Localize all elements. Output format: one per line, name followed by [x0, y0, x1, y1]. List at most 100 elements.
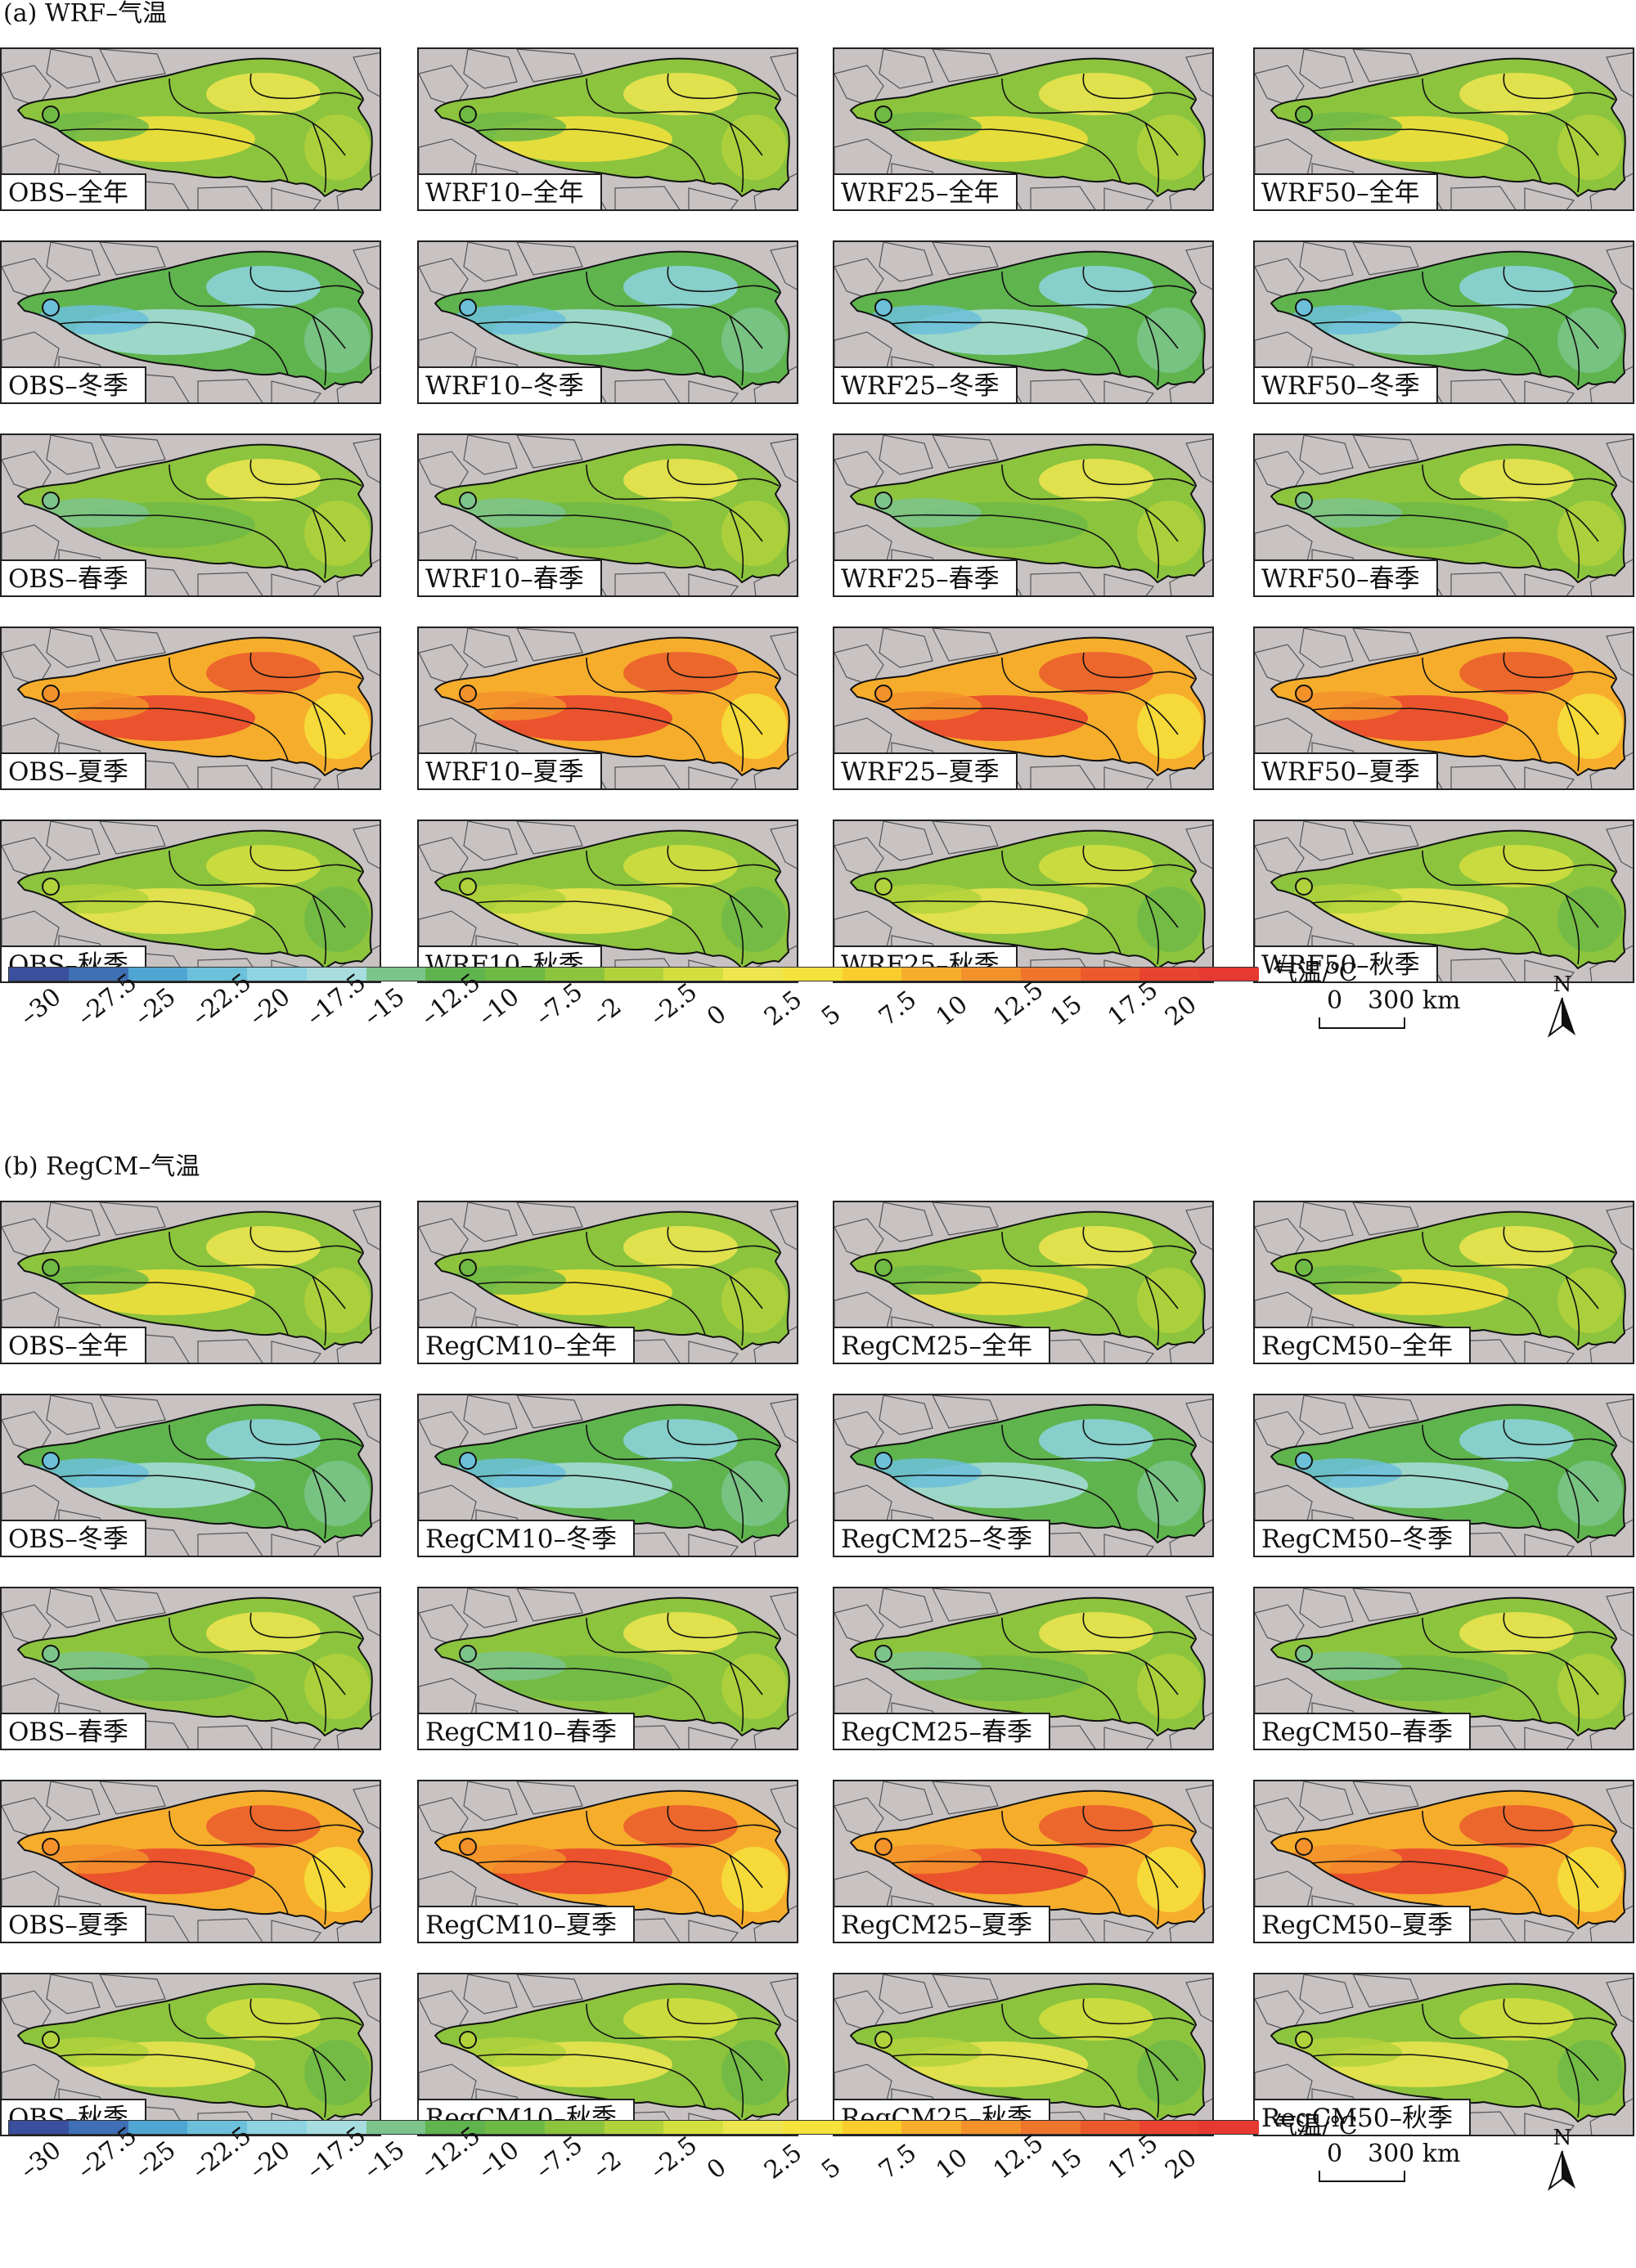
- temperature-map: [834, 1974, 1212, 2135]
- province-boundary: [475, 1860, 706, 1915]
- temperature-zone: [623, 1419, 738, 1462]
- temperature-map: [1255, 821, 1633, 981]
- section-wrf-colorbar: [8, 967, 1260, 981]
- temperature-field: [867, 1419, 1202, 1526]
- neighbor-region-boundary: [1185, 1399, 1212, 1444]
- temperature-zone: [623, 652, 738, 694]
- neighbor-region-boundary: [879, 628, 933, 668]
- temperature-map: [1255, 1974, 1633, 2135]
- province-boundary: [1565, 508, 1580, 579]
- panel-label: OBS–春季: [2, 1713, 146, 1749]
- lake-marker: [1295, 492, 1313, 510]
- north-arrow-icon: N: [1544, 972, 1580, 1039]
- neighbor-region-boundary: [834, 65, 884, 107]
- neighbor-region-boundary: [1030, 572, 1096, 595]
- colorbar-segment: [247, 2121, 308, 2134]
- panel-label: WRF25–全年: [834, 173, 1018, 209]
- temperature-map: [419, 628, 797, 788]
- lake-marker: [874, 1259, 892, 1277]
- map-panel-r0c3-s0: WRF50–全年: [1253, 47, 1634, 211]
- neighbor-region-boundary: [1299, 1588, 1354, 1628]
- panel-label: WRF10–夏季: [419, 752, 602, 788]
- neighbor-region-boundary: [932, 435, 999, 469]
- province-boundary: [1565, 122, 1580, 193]
- neighbor-region-boundary: [1185, 1206, 1212, 1251]
- province-boundary: [1565, 2047, 1580, 2118]
- scale-bar: [1319, 1017, 1405, 1029]
- colorbar-segment: [366, 2121, 426, 2134]
- province-boundary: [586, 271, 763, 349]
- colorbar-segment: [1199, 2121, 1260, 2134]
- map-panel-r2c2-s0: WRF25–春季: [833, 433, 1214, 597]
- temperature-map: [834, 1202, 1212, 1363]
- neighbor-region-boundary: [419, 644, 469, 686]
- neighbor-region-boundary: [516, 49, 583, 83]
- panel-label: RegCM50–冬季: [1255, 1520, 1471, 1556]
- colorbar-segment: [782, 968, 843, 981]
- temperature-map: [419, 1588, 797, 1749]
- temperature-zone: [721, 115, 787, 180]
- province-boundary: [1144, 1661, 1160, 1732]
- temperature-map: [419, 435, 797, 595]
- neighbor-region-boundary: [419, 451, 469, 493]
- province-boundary: [1565, 701, 1580, 772]
- temperature-zone: [1557, 887, 1623, 952]
- temperature-zone: [1459, 1998, 1574, 2041]
- neighbor-region-boundary: [516, 1781, 583, 1815]
- neighbor-region-boundary: [463, 1588, 518, 1628]
- province-boundary: [1422, 1424, 1599, 1502]
- temperature-zone: [206, 266, 321, 308]
- province-boundary: [1001, 271, 1179, 349]
- plateau-outline: [849, 1790, 1206, 1930]
- neighbor-region-boundary: [99, 628, 166, 662]
- colorbar-tick-label: 0: [702, 999, 732, 1032]
- temperature-zone: [1137, 2040, 1202, 2105]
- map-panel-r2c0-s1: OBS–春季: [0, 1587, 381, 1750]
- temperature-zone: [206, 1805, 321, 1848]
- neighbor-region-boundary: [1185, 1978, 1212, 2023]
- temperature-field: [34, 459, 370, 566]
- temperature-zone: [721, 1461, 787, 1526]
- temperature-zone: [721, 1268, 787, 1333]
- plateau-outline: [1270, 636, 1626, 777]
- panel-label: WRF25–夏季: [834, 752, 1018, 788]
- plateau-outline: [16, 636, 373, 777]
- temperature-zone: [304, 694, 370, 759]
- province-boundary: [58, 128, 289, 182]
- neighbor-region-boundary: [271, 766, 322, 788]
- map-panel-r2c1-s0: WRF10–春季: [417, 433, 798, 597]
- temperature-zone: [206, 73, 321, 115]
- plateau-outline: [16, 1597, 373, 1737]
- neighbor-region-boundary: [516, 1974, 583, 2008]
- plateau-outline: [434, 443, 790, 584]
- lake-marker: [459, 492, 477, 510]
- map-panel-r0c2-s1: RegCM25–全年: [833, 1201, 1214, 1364]
- neighbor-region-boundary: [1103, 573, 1155, 595]
- temperature-field: [452, 1226, 787, 1333]
- neighbor-region-boundary: [46, 242, 101, 282]
- plateau-outline: [1270, 1597, 1626, 1737]
- province-boundary: [58, 1281, 289, 1336]
- province-boundary: [1503, 652, 1616, 680]
- province-boundary: [1082, 652, 1195, 680]
- map-panel-r1c0-s0: OBS–冬季: [0, 240, 381, 404]
- province-boundary: [667, 1998, 780, 2026]
- colorbar-tick-label: 10: [931, 990, 973, 1032]
- lake-marker: [42, 299, 60, 317]
- province-boundary: [891, 2053, 1121, 2108]
- temperature-zone: [1039, 845, 1153, 887]
- province-boundary: [891, 128, 1121, 182]
- province-boundary: [1082, 1998, 1195, 2026]
- province-boundary: [1422, 78, 1599, 156]
- colorbar-segment: [1080, 2121, 1140, 2134]
- neighbor-region-boundary: [463, 821, 518, 861]
- neighbor-region-boundary: [1299, 1202, 1354, 1242]
- colorbar-tick-label: 17.5: [1103, 2128, 1164, 2185]
- colorbar-tick-label: –2.5: [645, 977, 703, 1032]
- neighbor-region-boundary: [516, 435, 583, 469]
- province-boundary: [1311, 1667, 1542, 1722]
- province-boundary: [58, 321, 289, 375]
- temperature-zone: [1557, 501, 1623, 566]
- lake-marker: [1295, 2031, 1313, 2049]
- plateau-outline: [1270, 1403, 1626, 1544]
